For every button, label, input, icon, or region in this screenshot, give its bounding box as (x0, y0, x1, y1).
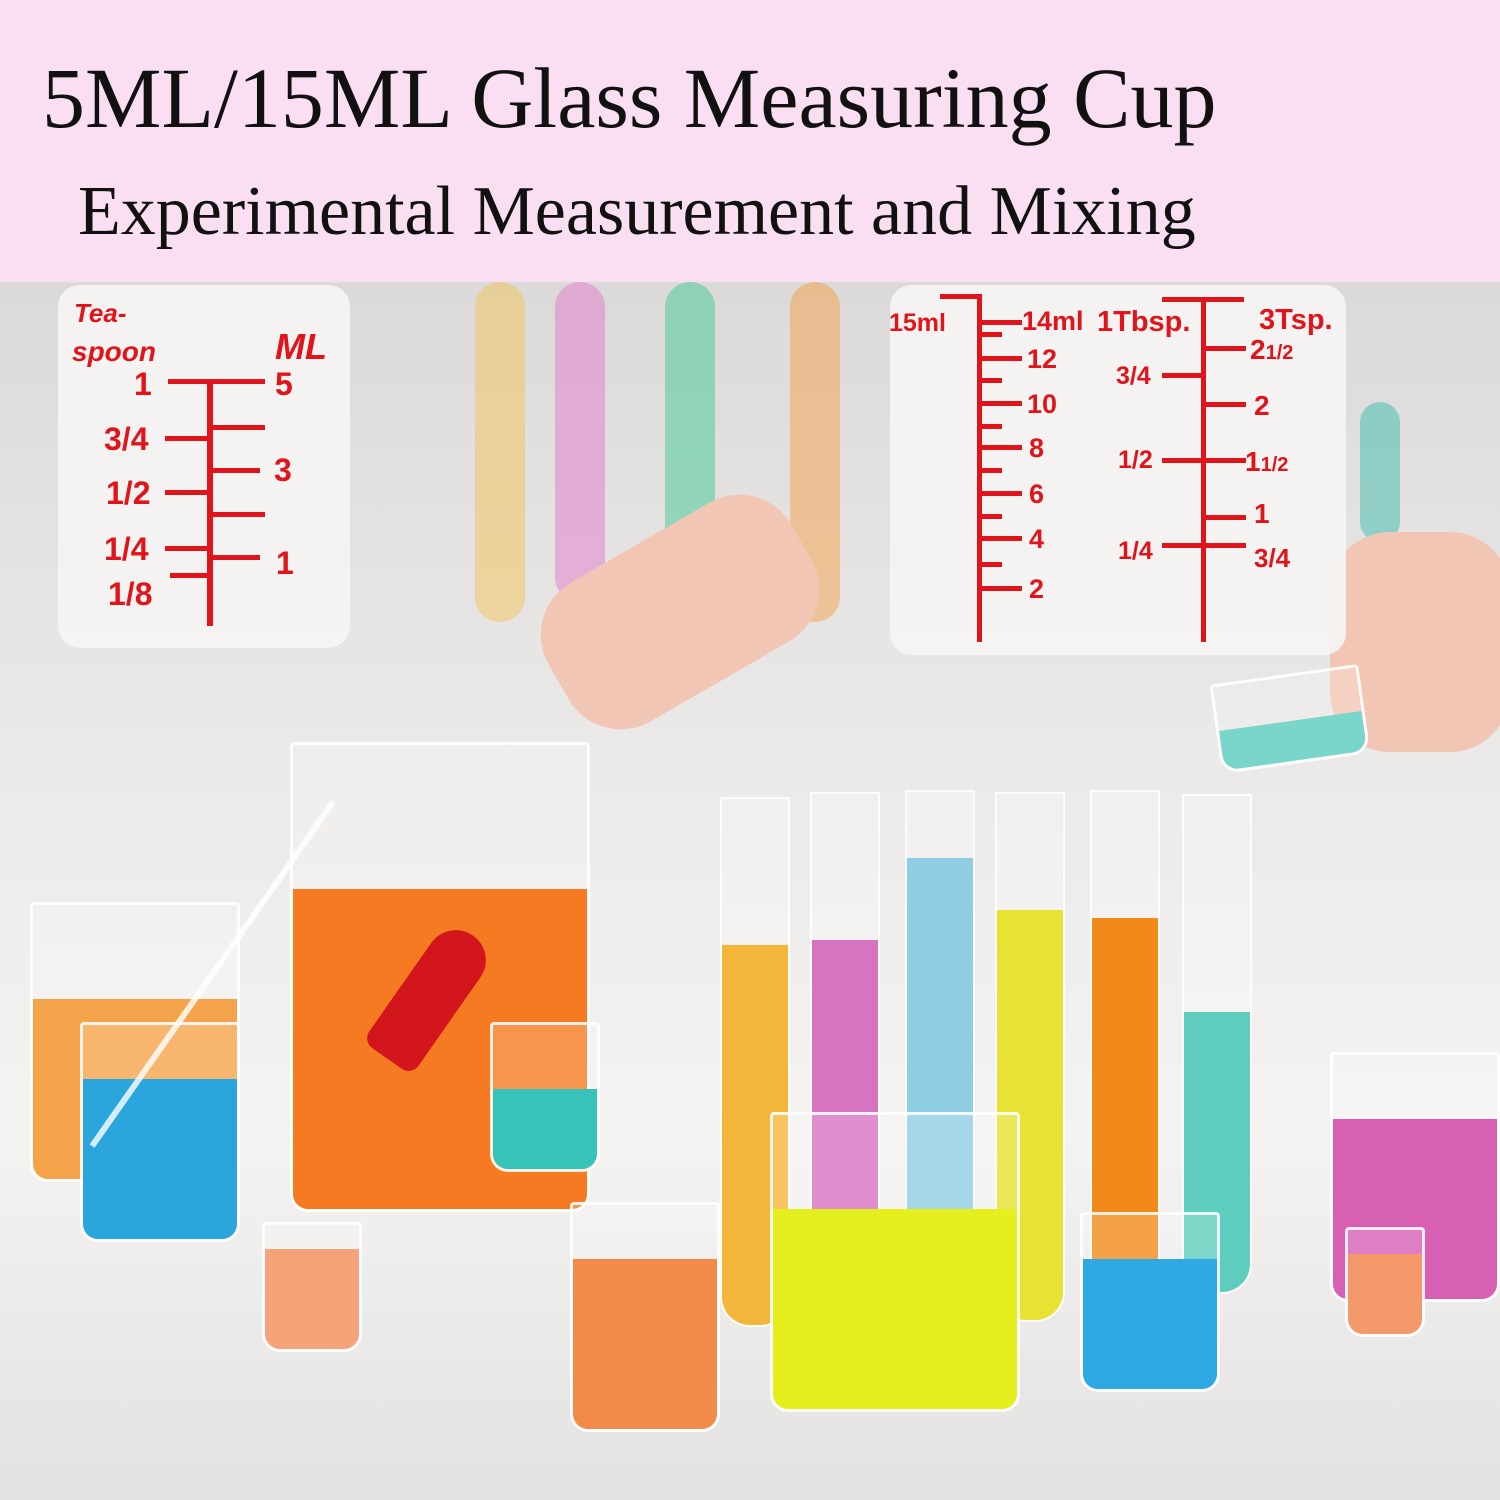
tbsp-label: 1/2 (1118, 446, 1153, 474)
tsp-label: 2 (1254, 390, 1270, 422)
ml-label: 4 (1029, 524, 1045, 554)
ml-minor-tick (980, 562, 1002, 567)
tsp-fraction: 3/4 (1254, 543, 1291, 573)
ml-header: ML (275, 326, 327, 367)
scale-tick (165, 546, 210, 551)
tbsp-header: 1Tbsp. (1097, 306, 1191, 338)
scale-tick (165, 490, 210, 495)
tsp-header: 3Tsp. (1259, 304, 1333, 336)
scale-15ml-panel (890, 285, 1346, 655)
ml-minor-tick (980, 468, 1002, 473)
tbsp-tick (1162, 373, 1204, 378)
tbsp-label: 3/4 (1116, 362, 1151, 390)
ml-top-tick (940, 294, 982, 299)
ml-major-tick (980, 445, 1022, 450)
product-title: 5ML/15ML Glass Measuring Cup (42, 50, 1217, 146)
teaspoon-header: spoon (72, 336, 156, 367)
small-beaker-orange (1345, 1227, 1425, 1337)
scale-tick (210, 512, 265, 517)
beaker-yellow (770, 1112, 1020, 1412)
small-beaker-5ml (262, 1222, 362, 1352)
tsp-whole: 2 (1250, 334, 1266, 365)
beaker-teal (490, 1022, 600, 1172)
scale-5ml-panel (58, 285, 350, 648)
ml-top-label: 15ml (889, 309, 946, 337)
ml-major-tick (980, 401, 1022, 406)
scale-tick (165, 436, 210, 441)
ml-label: 2 (1029, 574, 1045, 604)
beaker-blue-front (1080, 1212, 1220, 1392)
ml-label: 14ml (1022, 306, 1084, 336)
ml-label: 10 (1027, 389, 1058, 419)
tsp-tick (1204, 515, 1246, 520)
tsp-whole: 1 (1254, 498, 1270, 529)
tsp-label: 1 (134, 366, 152, 402)
ml-major-tick (980, 586, 1022, 591)
ml-axis (977, 294, 982, 642)
teaspoon-header: Tea- (74, 298, 127, 328)
tsp-label: 1 (1254, 498, 1270, 530)
tbsp-tick (1162, 543, 1204, 548)
test-tube-teal (1182, 794, 1252, 1294)
scale-tick (168, 379, 265, 384)
tsp-whole: 1 (1245, 446, 1261, 477)
tsp-whole: 2 (1254, 390, 1270, 421)
ml-label: 1 (276, 545, 294, 581)
ml-major-tick (980, 320, 1022, 325)
beaker-orange-front (570, 1202, 720, 1432)
tsp-label: 1/2 (106, 475, 151, 511)
tsp-tick (1204, 458, 1246, 463)
tsp-label: 1/4 (104, 531, 149, 567)
tbsp-axis (1201, 297, 1206, 642)
background-tube (475, 282, 525, 622)
tsp-label: 11/2 (1245, 446, 1288, 478)
tbsp-top-tick (1162, 297, 1244, 302)
ml-label: 12 (1027, 344, 1058, 374)
ml-label: 3 (274, 452, 292, 488)
product-subtitle: Experimental Measurement and Mixing (78, 173, 1196, 250)
tsp-tick (1204, 402, 1246, 407)
tilted-shot-glass (1209, 664, 1371, 774)
ml-label: 5 (275, 366, 293, 402)
beaker-blue (80, 1022, 240, 1242)
tsp-label: 1/8 (108, 576, 153, 612)
background-flask (1360, 402, 1400, 542)
scale-axis (207, 380, 213, 626)
scale-tick (170, 573, 210, 578)
tsp-label: 21/2 (1250, 334, 1293, 366)
background-tube (555, 282, 605, 602)
tsp-label: 3/4 (104, 421, 149, 457)
ml-label: 6 (1029, 479, 1045, 509)
header-banner: 5ML/15ML Glass Measuring Cup Experimenta… (0, 0, 1500, 282)
tsp-tick (1204, 346, 1246, 351)
ml-minor-tick (980, 378, 1002, 383)
test-tube-orange-2 (1090, 790, 1160, 1320)
ml-major-tick (980, 491, 1022, 496)
large-beaker-orange (290, 742, 590, 1212)
tsp-label: 3/4 (1254, 543, 1290, 574)
tbsp-tick (1162, 458, 1204, 463)
scale-tick (210, 468, 260, 473)
tsp-fraction: 1/2 (1265, 342, 1294, 364)
ml-major-tick (980, 356, 1022, 361)
ml-major-tick (980, 536, 1022, 541)
ml-minor-tick (980, 424, 1002, 429)
tbsp-label: 1/4 (1118, 537, 1153, 565)
scale-tick (210, 425, 265, 430)
ml-minor-tick (980, 332, 1002, 337)
tsp-fraction: 1/2 (1260, 454, 1289, 476)
ml-label: 8 (1029, 433, 1045, 463)
tsp-tick (1204, 543, 1246, 548)
ml-minor-tick (980, 514, 1002, 519)
scale-tick (210, 555, 260, 560)
